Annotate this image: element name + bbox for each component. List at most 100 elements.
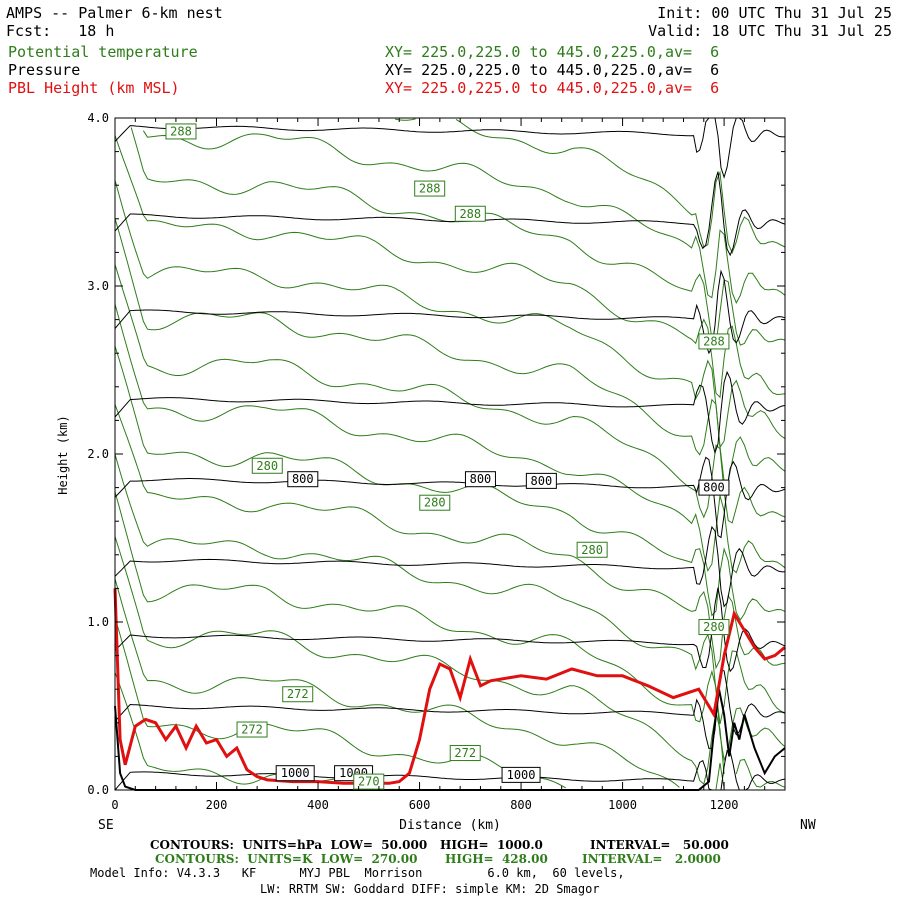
theta-contour-label-box [449,745,481,762]
model-info-physics: LW: RRTM SW: Goddard DIFF: simple KM: 2D… [260,882,600,896]
theta-contour-label: 272 [454,746,476,760]
x-tick-label-3: 600 [409,798,431,812]
pressure-contour-line [114,117,786,179]
theta-contours [114,118,786,791]
left-end-label: SE [98,818,114,833]
cross-section-plot: 800 800 800 800 1000 1000 1000 288 288 288 288 280 2… [56,111,816,833]
theta-contour-label-box [454,205,486,222]
pressure-contour-label: 800 [531,474,553,488]
theta-contour-line [130,127,786,347]
x-tick-label-4: 800 [510,798,532,812]
pressure-contour-line [114,669,786,750]
theta-contour-high: HIGH= 428.00 [445,852,548,866]
pressure-contour-label: 800 [292,472,314,486]
pressure-contour-line [114,525,786,608]
model-info: Model Info: V4.3.3 KF MYJ PBL Morrison 6… [90,866,625,880]
pressure-contour-label: 1000 [281,766,310,780]
y-tick-label-1: 1.0 [87,615,109,629]
pressure-contour-label: 800 [703,481,725,495]
theta-contour-low: CONTOURS: UNITS=K LOW= 270.00 [155,852,418,866]
field-name-pressure: Pressure [8,61,81,79]
pressure-contour-label-box [698,479,730,496]
theta-contour-label: 288 [459,207,481,221]
theta-contour-line [142,130,786,304]
theta-contour-label-box [414,180,446,197]
theta-contour-label-box [251,457,283,474]
field-xy-theta: XY= 225.0,225.0 to 445.0,225.0,av= 6 [385,43,720,61]
valid-time: Valid: 18 UTC Thu 31 Jul 25 [648,22,892,40]
theta-contour-label-box [165,123,197,140]
theta-contour-label: 288 [170,124,192,138]
theta-contour-label: 270 [358,775,380,789]
x-axis-label: Distance (km) [399,818,501,833]
x-tick-label-6: 1200 [710,798,739,812]
theta-contour-line [114,491,786,762]
plot-frame [114,117,786,791]
theta-contour-label-box [282,686,314,703]
field-name-pbl: PBL Height (km MSL) [8,79,180,97]
pressure-contour-line [114,456,786,539]
y-tick-label-4: 4.0 [87,111,109,125]
theta-contour-line [395,118,786,255]
pressure-contour-line [114,749,786,791]
y-axis-label: Height (km) [56,415,70,494]
pressure-contours [114,117,786,791]
theta-contour-label: 272 [287,687,309,701]
pressure-contour-label: 1000 [507,768,536,782]
theta-contour-line [114,218,786,483]
x-tick-label-2: 400 [307,798,329,812]
init-time: Init: 00 UTC Thu 31 Jul 25 [657,4,892,22]
theta-contour-line [114,672,372,791]
y-tick-label-2: 2.0 [87,447,109,461]
forecast-hour: Fcst: 18 h [6,22,115,40]
theta-contour-label: 272 [241,723,263,737]
theta-contour-label: 288 [703,334,725,348]
pressure-contour-high: HIGH= 1000.0 [440,838,543,852]
pressure-contour-line [114,269,786,355]
theta-contour-line [114,180,786,449]
theta-contour-line [114,578,725,790]
theta-contour-line [114,346,786,621]
pressure-contour-label-box [275,765,315,782]
theta-contour-label-box [698,333,730,350]
pressure-contour-line [114,587,786,673]
x-tick-label-5: 1000 [608,798,637,812]
axis-layer: 0 200 400 600 800 1000 1200 0.0 1.0 2.0 3.0 4.0 [87,111,786,812]
pbl-layer [113,588,786,785]
theta-contour-label-box [353,773,385,790]
theta-contour-label: 288 [419,182,441,196]
y-tick-label-0: 0.0 [87,783,109,797]
theta-contour-line [114,404,786,670]
x-tick-label-0: 0 [111,798,118,812]
pressure-contour-label-box [287,471,319,488]
pressure-contour-line [114,171,786,257]
theta-contour-line [114,135,786,399]
theta-contour-line [114,617,566,789]
pressure-contour-low: CONTOURS: UNITS=hPa LOW= 50.000 [150,838,428,852]
pressure-contour-label: 800 [470,472,492,486]
theta-contour-label: 280 [256,459,278,473]
theta-contour-label: 280 [703,620,725,634]
theta-contour-label-box [576,541,608,558]
y-tick-label-3: 3.0 [87,279,109,293]
theta-contour-label: 280 [581,543,603,557]
theta-contour-line [114,454,786,725]
theta-contour-line [114,536,786,788]
field-name-theta: Potential temperature [8,43,198,61]
pressure-contour-line [114,370,786,455]
chart-title: AMPS -- Palmer 6-km nest [6,4,223,22]
pressure-contour-label-box [525,472,557,489]
theta-contour-line [114,264,786,524]
pbl-height-line [113,588,786,785]
theta-contour-line [114,303,786,574]
theta-contour-label-box [419,494,451,511]
right-end-label: NW [800,818,816,833]
pressure-contour-interval: INTERVAL= 50.000 [590,838,729,852]
theta-contour-interval: INTERVAL= 2.0000 [582,852,721,866]
field-xy-pbl: XY= 225.0,225.0 to 445.0,225.0,av= 6 [385,79,720,97]
theta-contour-label: 280 [424,496,446,510]
x-tick-label-1: 200 [206,798,228,812]
field-xy-pressure: XY= 225.0,225.0 to 445.0,225.0,av= 6 [385,61,720,79]
pressure-contour-label-box [464,471,496,488]
